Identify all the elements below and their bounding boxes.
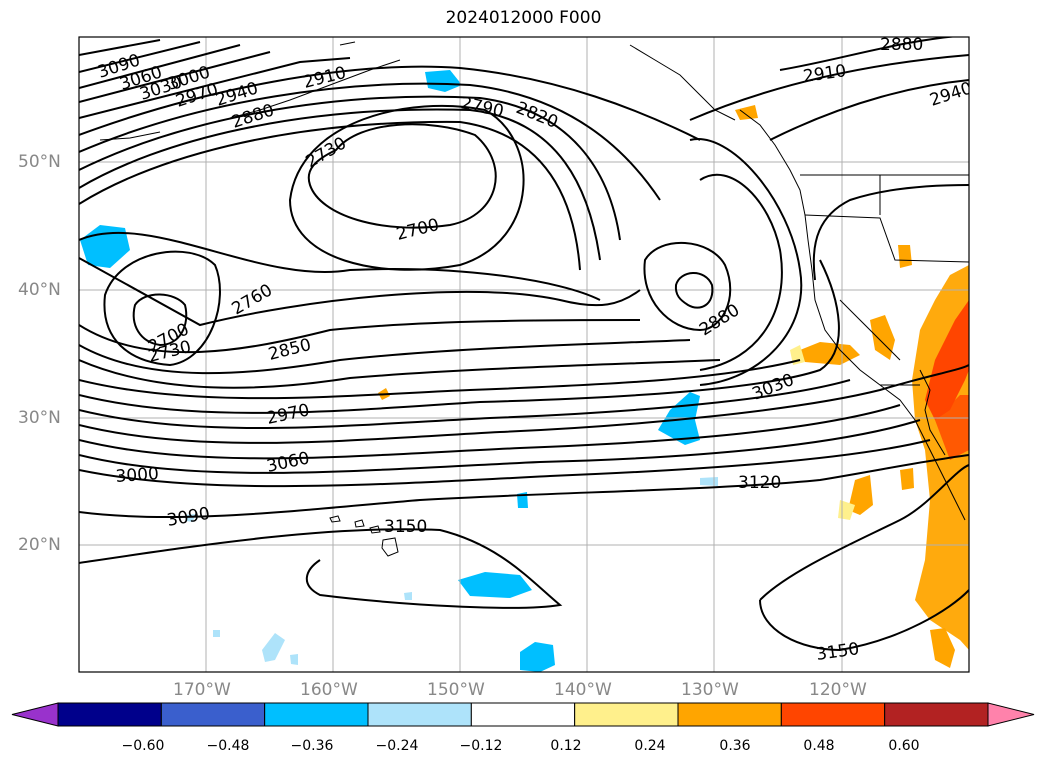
contour-label: 2880 bbox=[880, 35, 923, 55]
lat-label-30n: 30°N bbox=[18, 408, 61, 428]
colorbar-tick: 0.48 bbox=[803, 738, 835, 754]
colorbar-extend-high bbox=[987, 702, 1035, 727]
colorbar-tick: −0.48 bbox=[206, 738, 250, 754]
colorbar-segment bbox=[574, 702, 679, 727]
contour-label: 3120 bbox=[738, 473, 781, 493]
colorbar-extend-low bbox=[11, 702, 59, 727]
colorbar-segment bbox=[677, 702, 782, 727]
shaded-positive-field bbox=[378, 105, 969, 668]
colorbar-segment bbox=[470, 702, 576, 727]
lat-label-40n: 40°N bbox=[18, 280, 61, 300]
plot-frame bbox=[78, 36, 970, 673]
map-title: 2024012000 F000 bbox=[445, 8, 602, 28]
colorbar-tick: 0.24 bbox=[634, 738, 666, 754]
contour-label: 3150 bbox=[384, 517, 427, 537]
lon-label-160w: 160°W bbox=[300, 680, 358, 700]
colorbar-segment bbox=[160, 702, 266, 727]
colorbar-segment bbox=[367, 702, 472, 727]
colorbar-segment bbox=[884, 702, 989, 727]
hawaii-islands bbox=[329, 515, 399, 557]
colorbar-tick: −0.36 bbox=[290, 738, 334, 754]
colorbar-tick: 0.36 bbox=[719, 738, 751, 754]
colorbar-segment bbox=[264, 702, 369, 727]
colorbar bbox=[11, 702, 1035, 727]
colorbar-tick: −0.60 bbox=[121, 738, 165, 754]
lon-label-170w: 170°W bbox=[173, 680, 231, 700]
colorbar-tick: −0.24 bbox=[375, 738, 419, 754]
colorbar-tick: 0.60 bbox=[888, 738, 920, 754]
colorbar-segment bbox=[780, 702, 886, 727]
lon-label-130w: 130°W bbox=[681, 680, 739, 700]
lon-label-120w: 120°W bbox=[809, 680, 867, 700]
lat-label-20n: 20°N bbox=[18, 535, 61, 555]
colorbar-tick: −0.12 bbox=[459, 738, 503, 754]
lat-label-50n: 50°N bbox=[18, 152, 61, 172]
lon-label-150w: 150°W bbox=[427, 680, 485, 700]
colorbar-tick: 0.12 bbox=[550, 738, 582, 754]
colorbar-segment bbox=[57, 702, 162, 727]
contour-label: 3000 bbox=[115, 464, 160, 487]
lon-label-140w: 140°W bbox=[554, 680, 612, 700]
height-contours bbox=[79, 37, 969, 652]
